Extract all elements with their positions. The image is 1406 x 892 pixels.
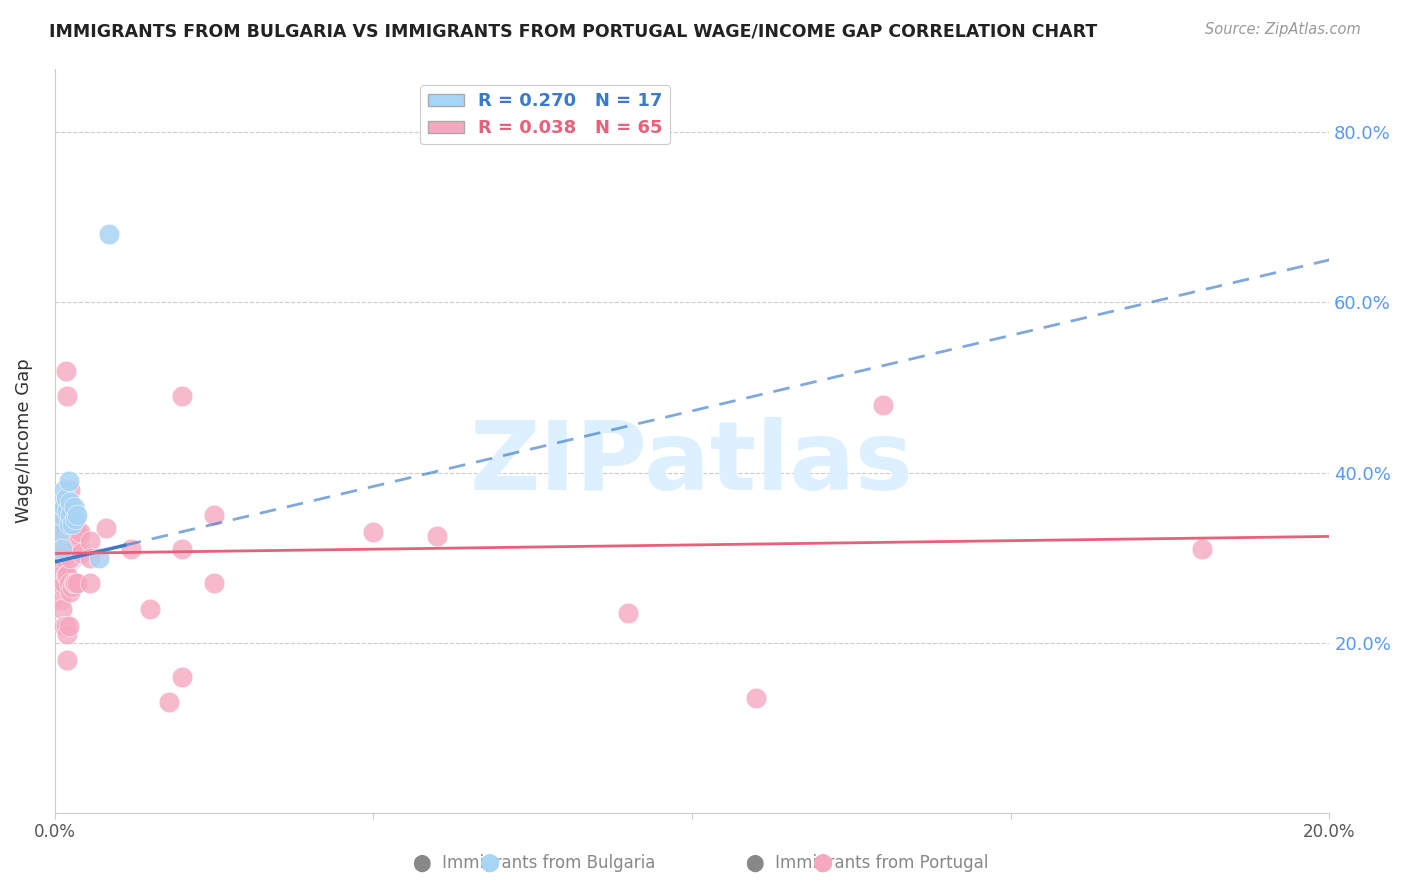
Point [55,491,77,505]
Point [1191,542,1213,557]
Y-axis label: Wage/Income Gap: Wage/Income Gap [15,359,32,523]
Point [60,542,83,557]
Point [53,500,76,514]
Text: ⬤  Immigrants from Bulgaria: ⬤ Immigrants from Bulgaria [413,855,655,872]
Point [56,567,79,582]
Point [361,525,384,540]
Point [58,516,80,531]
Point [79,550,101,565]
Point [58,538,80,552]
Point [59,584,82,599]
Point [202,576,225,591]
Point [60,516,83,531]
Point [58,508,80,523]
Point [170,670,193,684]
Point [55,533,77,548]
Point [51,516,73,531]
Point [120,542,142,557]
Point [56,627,79,641]
Point [60,581,83,595]
Point [79,576,101,591]
Point [53,500,76,514]
Point [48,559,70,574]
Point [66,508,89,523]
Point [48,525,70,540]
Point [139,601,162,615]
Point [94,521,117,535]
Point [56,491,79,505]
Point [170,542,193,557]
Text: ZIPatlas: ZIPatlas [470,417,914,509]
Point [49,559,72,574]
Point [59,495,82,509]
Point [872,398,894,412]
Point [59,483,82,497]
Point [48,576,70,591]
Point [60,508,83,523]
Point [66,525,89,540]
Point [48,533,70,548]
Point [58,474,80,488]
Point [62,516,84,531]
Point [59,508,82,523]
Point [157,695,180,709]
Point [56,533,79,548]
Point [53,550,76,565]
Point [69,525,91,540]
Point [48,538,70,552]
Point [53,483,76,497]
Point [63,521,86,535]
Point [56,653,79,667]
Point [51,542,73,557]
Point [89,550,111,565]
Point [55,491,77,505]
Point [49,508,72,523]
Point [70,546,93,560]
Point [66,576,89,591]
Point [617,606,640,620]
Point [51,601,73,615]
Text: ⬤  Immigrants from Portugal: ⬤ Immigrants from Portugal [747,855,988,872]
Point [62,576,84,591]
Text: ⬤: ⬤ [479,854,499,872]
Point [202,508,225,523]
Point [62,533,84,548]
Legend: R = 0.270   N = 17, R = 0.038   N = 65: R = 0.270 N = 17, R = 0.038 N = 65 [420,85,671,145]
Point [58,576,80,591]
Point [59,550,82,565]
Point [51,542,73,557]
Point [170,389,193,403]
Point [56,504,79,518]
Point [97,227,120,242]
Point [51,567,73,582]
Point [49,593,72,607]
Point [79,533,101,548]
Point [55,363,77,377]
Point [67,529,90,543]
Text: ⬤: ⬤ [813,854,832,872]
Text: IMMIGRANTS FROM BULGARIA VS IMMIGRANTS FROM PORTUGAL WAGE/INCOME GAP CORRELATION: IMMIGRANTS FROM BULGARIA VS IMMIGRANTS F… [49,22,1098,40]
Point [53,576,76,591]
Point [56,389,79,403]
Point [55,619,77,633]
Point [53,525,76,540]
Text: Source: ZipAtlas.com: Source: ZipAtlas.com [1205,22,1361,37]
Point [63,512,86,526]
Point [426,529,449,543]
Point [49,542,72,557]
Point [53,619,76,633]
Point [62,500,84,514]
Point [55,567,77,582]
Point [744,691,766,706]
Point [58,619,80,633]
Point [63,576,86,591]
Point [59,525,82,540]
